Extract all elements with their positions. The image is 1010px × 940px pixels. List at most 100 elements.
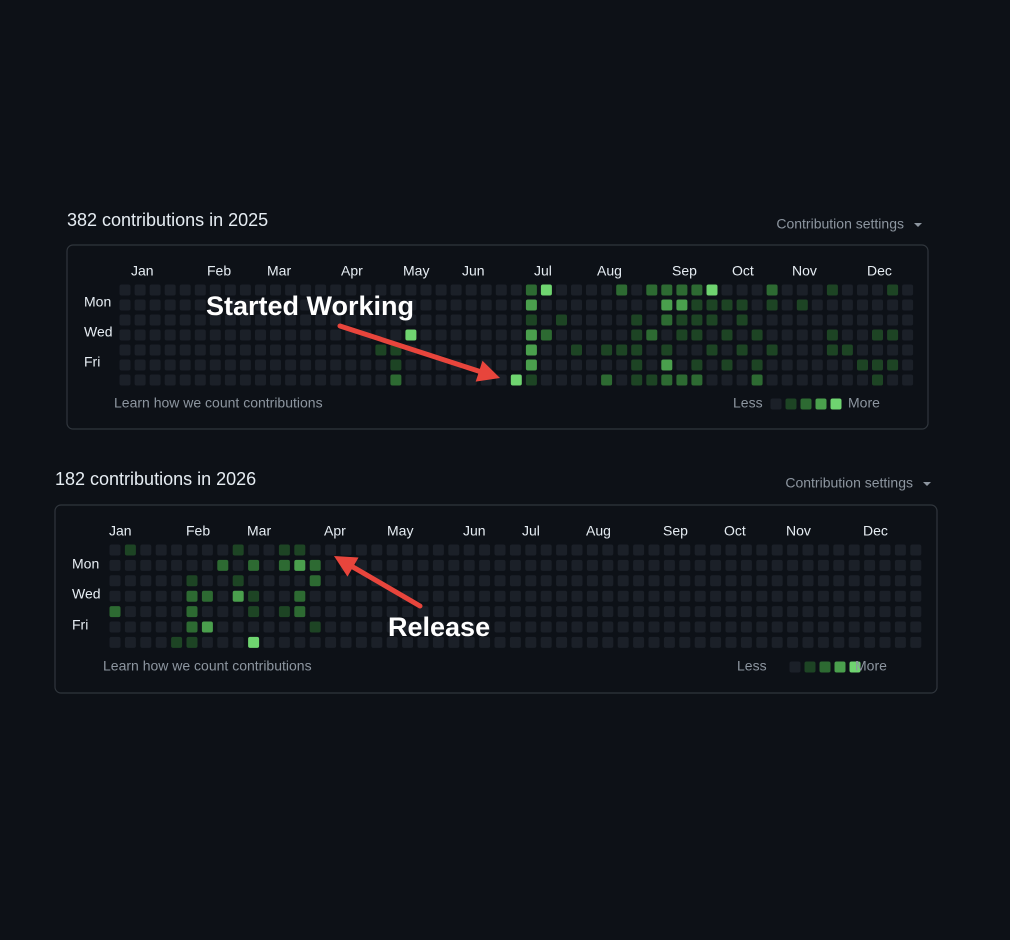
contribution-cell [294, 621, 306, 633]
contribution-cell [285, 359, 297, 371]
contribution-cell [405, 359, 417, 371]
contribution-cell [480, 329, 492, 341]
month-label: Aug [597, 263, 622, 279]
settings-button[interactable]: Contribution settings [785, 475, 913, 491]
contribution-cell [841, 374, 853, 386]
contribution-cell [217, 575, 229, 587]
contribution-cell [417, 621, 429, 633]
contribution-cell [495, 329, 507, 341]
contribution-cell [171, 621, 183, 633]
contribution-cell [691, 329, 703, 341]
annotation-arrowhead [475, 360, 500, 382]
contribution-cell [766, 329, 778, 341]
contribution-cell [232, 559, 244, 571]
contribution-cell [802, 621, 814, 633]
contribution-cell [435, 344, 447, 356]
settings-button[interactable]: Contribution settings [776, 216, 904, 232]
contribution-cell [149, 329, 161, 341]
contribution-cell [463, 544, 475, 556]
contribution-cell [300, 299, 312, 311]
contribution-cell [556, 575, 568, 587]
contribution-cell [263, 636, 275, 648]
contribution-cell [480, 284, 492, 296]
month-label: Mar [267, 263, 291, 279]
contribution-cell [601, 374, 613, 386]
contribution-cell [616, 359, 628, 371]
legend-swatch [819, 661, 831, 673]
contribution-cell [270, 344, 281, 356]
contribution-cell [405, 374, 417, 386]
contribution-cell [796, 314, 808, 326]
contribution-cell [465, 284, 477, 296]
contribution-cell [448, 590, 460, 602]
contribution-cell [633, 621, 645, 633]
contribution-cell [879, 575, 891, 587]
contribution-cell [255, 284, 266, 296]
contribution-cell [826, 299, 838, 311]
footer-link[interactable]: Learn how we count contributions [114, 395, 323, 411]
contribution-cell [646, 329, 658, 341]
contribution-cell [109, 636, 121, 648]
contribution-cell [857, 314, 868, 326]
footer-link[interactable]: Learn how we count contributions [103, 658, 312, 674]
contribution-cell [751, 299, 763, 311]
contribution-cell [278, 621, 290, 633]
contribution-cell [571, 359, 582, 371]
contribution-cell [325, 606, 337, 618]
contribution-cell [616, 314, 628, 326]
contribution-cell [864, 590, 876, 602]
contribution-cell [420, 359, 432, 371]
contribution-cell [239, 329, 251, 341]
contribution-cell [740, 590, 752, 602]
contribution-cell [330, 299, 342, 311]
contribution-cell [217, 636, 229, 648]
contribution-cell [294, 544, 306, 556]
contribution-cell [386, 606, 398, 618]
contribution-cell [435, 314, 447, 326]
contribution-cell [601, 359, 613, 371]
contribution-cell [740, 575, 752, 587]
contribution-cell [540, 314, 552, 326]
contribution-cell [616, 329, 628, 341]
contribution-cell [448, 544, 460, 556]
settings-caret [914, 223, 922, 227]
contribution-cell [495, 344, 507, 356]
contribution-cell [766, 374, 778, 386]
day-label: Mon [84, 294, 111, 310]
contribution-cell [694, 636, 706, 648]
contribution-cell [811, 359, 823, 371]
contribution-cell [194, 314, 206, 326]
legend-swatch [785, 398, 797, 410]
contribution-cell [617, 575, 629, 587]
contribution-cell [586, 544, 598, 556]
contribution-cell [278, 636, 290, 648]
contribution-cell [894, 606, 906, 618]
contribution-cell [556, 621, 568, 633]
contribution-cell [355, 590, 367, 602]
contribution-cell [841, 329, 853, 341]
contribution-cell [525, 284, 537, 296]
contribution-cell [736, 359, 748, 371]
contribution-cell [402, 544, 414, 556]
contribution-cell [633, 636, 645, 648]
legend-less: Less [733, 395, 763, 411]
contribution-cell [124, 621, 136, 633]
contribution-cell [571, 575, 583, 587]
contribution-cell [902, 329, 914, 341]
contribution-cell [648, 559, 660, 571]
contribution-cell [325, 575, 337, 587]
contribution-cell [263, 544, 275, 556]
contribution-cell [586, 329, 597, 341]
contribution-cell [756, 544, 768, 556]
contribution-cell [155, 636, 167, 648]
contribution-cell [340, 590, 352, 602]
contribution-cell [826, 284, 838, 296]
legend-more: More [848, 395, 880, 411]
contribution-cell [371, 559, 383, 571]
contribution-cell [616, 344, 628, 356]
contribution-cell [787, 575, 799, 587]
contribution-cell [248, 559, 260, 571]
contribution-cell [525, 299, 537, 311]
contribution-cell [817, 544, 829, 556]
contribution-cell [601, 329, 613, 341]
